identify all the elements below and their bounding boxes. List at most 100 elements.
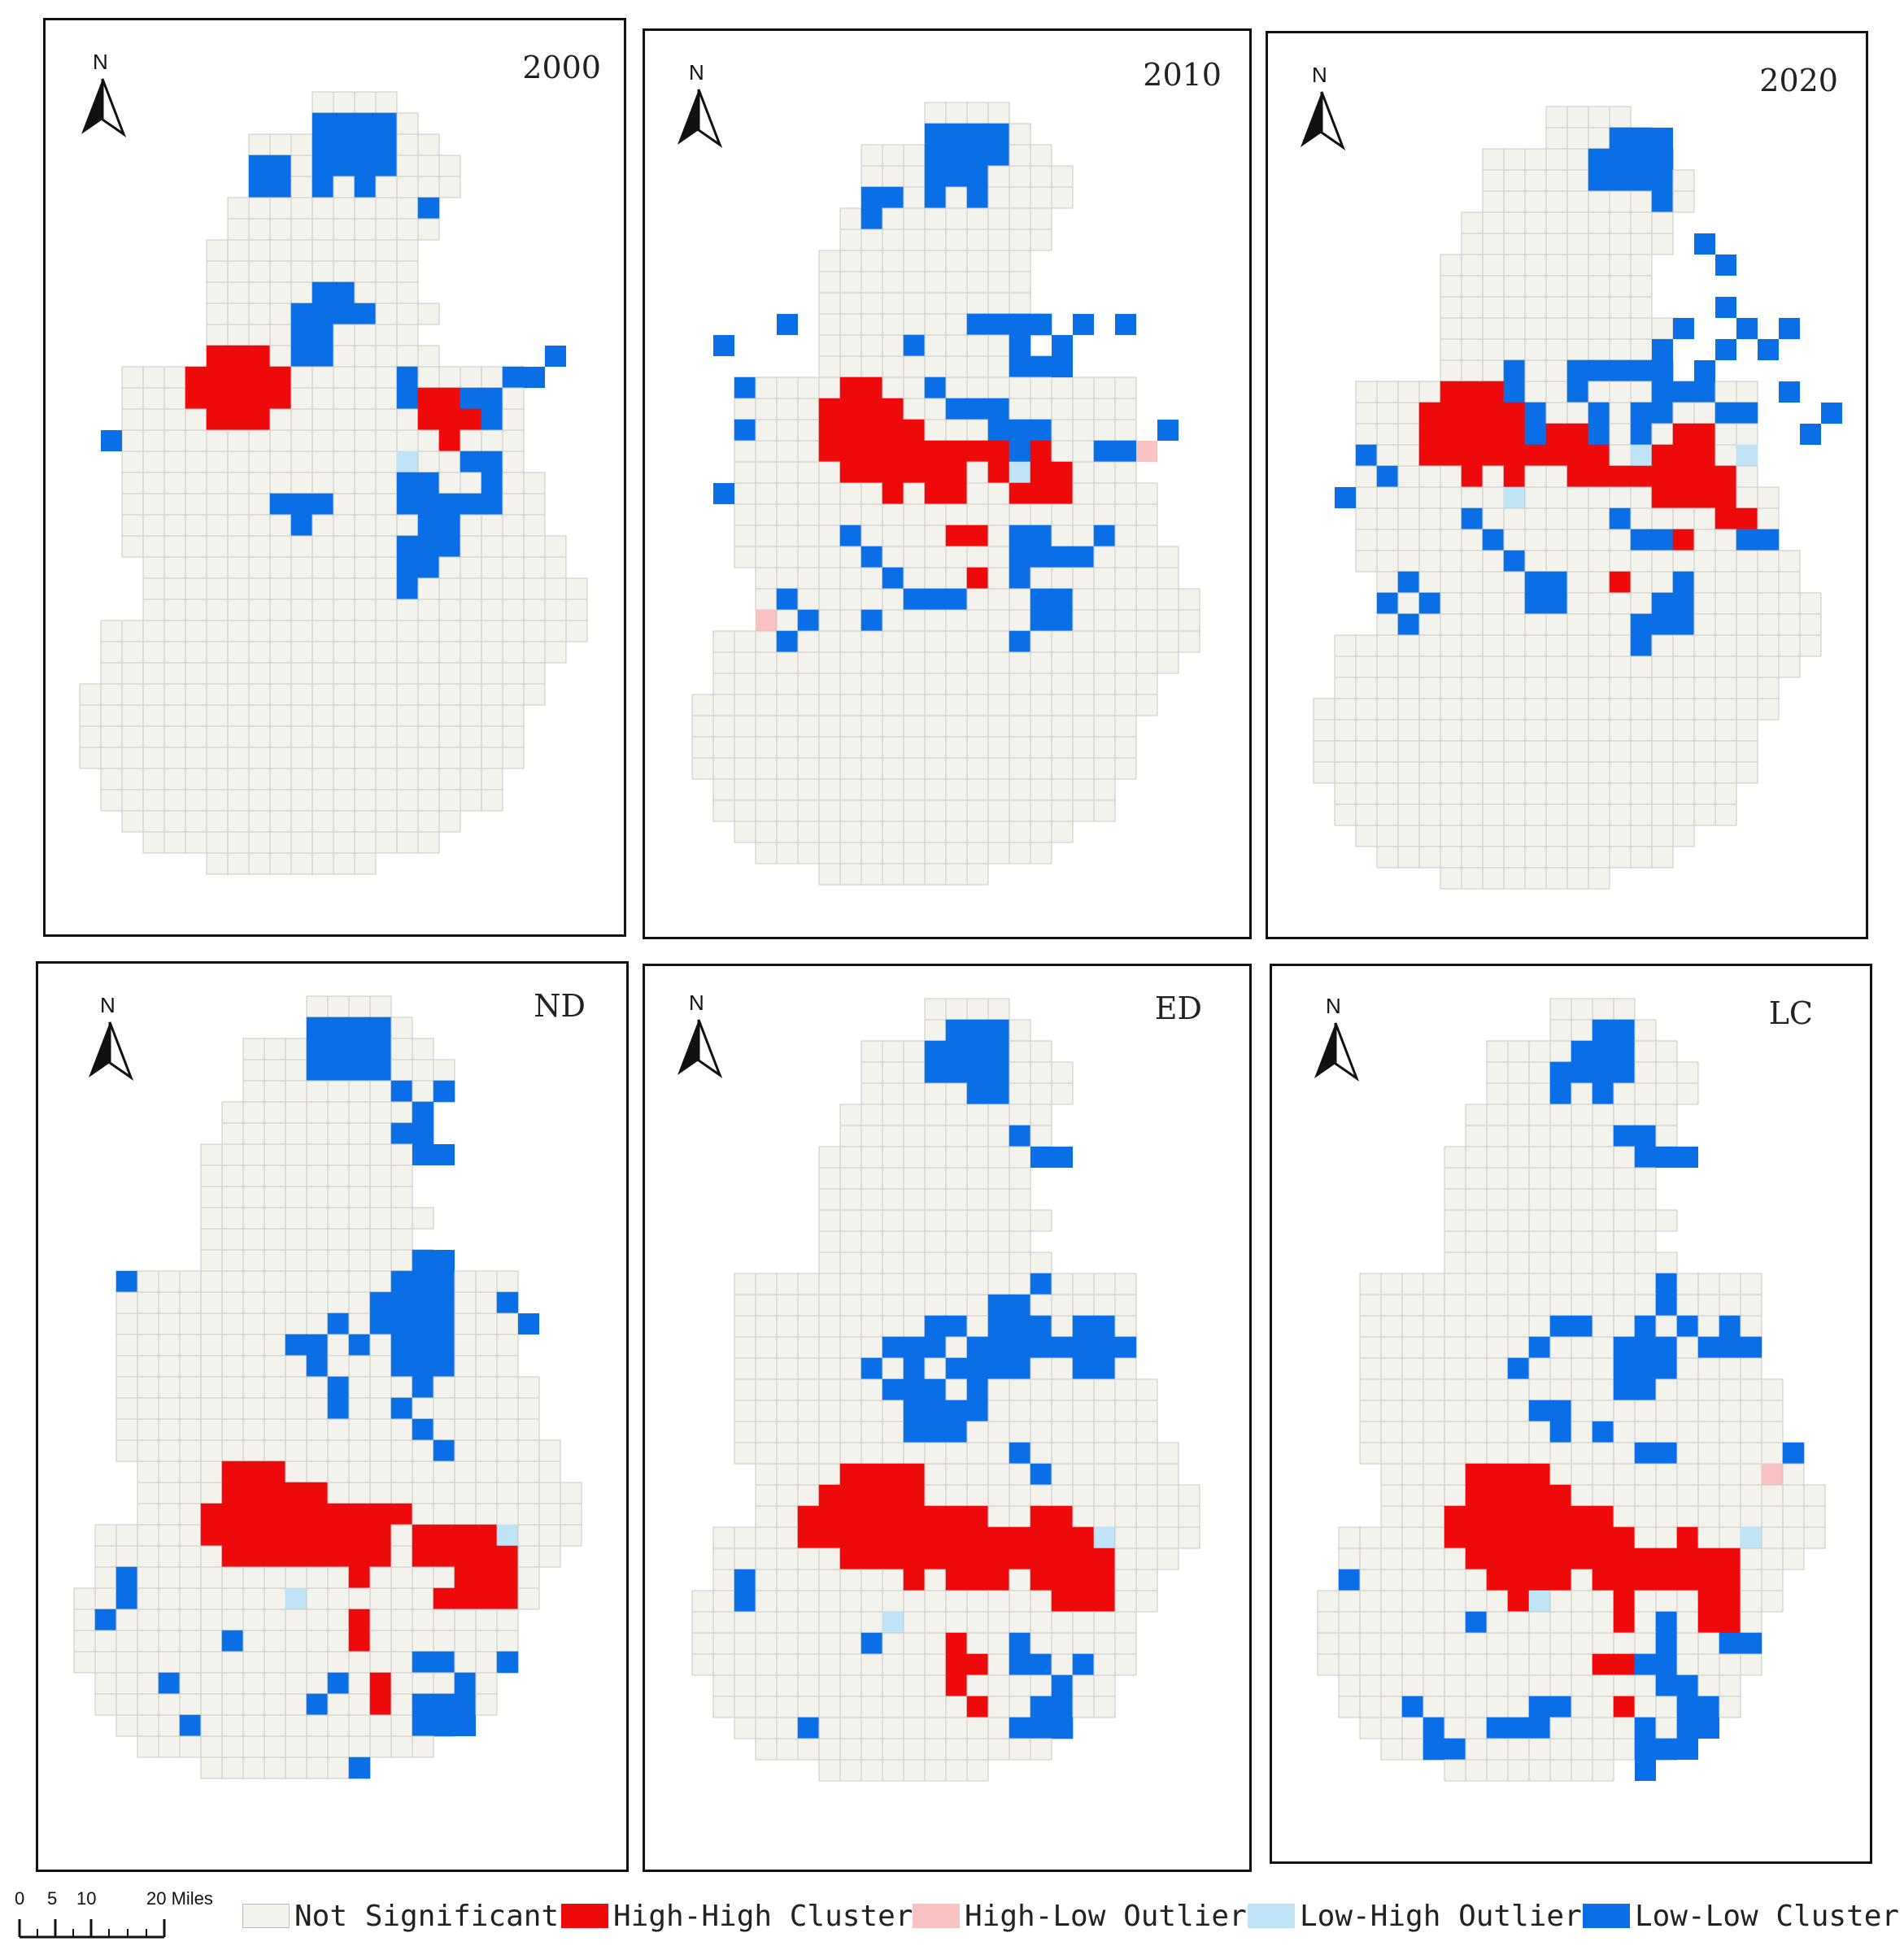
not-significant-cell [818,1653,841,1676]
not-significant-cell [142,429,165,452]
high-high-cell [1465,1526,1488,1549]
not-significant-cell [734,1400,756,1422]
not-significant-cell [1588,486,1610,509]
not-significant-cell [1545,719,1568,742]
not-significant-cell [369,1609,392,1631]
high-high-cell [1613,1611,1636,1634]
not-significant-cell [285,1059,307,1082]
not-significant-cell [412,1609,434,1631]
low-low-cell [327,1672,350,1695]
not-significant-cell [142,472,165,494]
not-significant-cell [185,620,207,642]
not-significant-cell [797,482,820,505]
not-significant-cell [1507,1209,1530,1232]
high-high-cell [1051,1590,1074,1613]
low-low-cell [966,1378,989,1401]
not-significant-cell [454,1376,477,1399]
not-significant-cell [1359,1336,1382,1359]
not-significant-cell [248,662,271,685]
not-significant-cell [839,863,862,886]
not-significant-cell [312,683,334,706]
not-significant-cell [306,1439,329,1462]
not-significant-cell [433,1059,455,1082]
low-high-cell [396,451,419,473]
not-significant-cell [1714,761,1737,784]
not-significant-cell [1376,698,1399,720]
not-significant-cell [818,1378,841,1401]
low-low-cell [327,1017,350,1039]
not-significant-cell [1697,1294,1720,1317]
not-significant-cell [348,1397,371,1420]
not-significant-cell [115,1630,138,1652]
not-significant-cell [1376,381,1399,403]
not-significant-cell [312,599,334,621]
not-significant-cell [1009,1484,1031,1507]
not-significant-cell [1545,211,1568,234]
not-significant-cell [354,810,377,833]
not-significant-cell [734,1357,756,1380]
high-high-cell [839,1505,862,1528]
not-significant-cell [1423,1548,1445,1570]
not-significant-cell [1093,1632,1116,1655]
legend-label-high-low: High-Low Outlier [965,1899,1247,1933]
not-significant-cell [755,482,778,505]
not-significant-cell [755,1505,778,1528]
not-significant-cell [475,1693,498,1716]
not-significant-cell [1482,296,1505,319]
not-significant-cell [861,1590,883,1613]
not-significant-cell [417,831,440,854]
not-significant-cell [987,567,1010,590]
not-significant-cell [290,704,313,727]
not-significant-cell [1672,825,1695,847]
low-low-cell [1673,318,1694,339]
not-significant-cell [1503,867,1526,890]
not-significant-cell [1613,1400,1636,1422]
not-significant-cell [839,778,862,801]
not-significant-cell [755,778,778,801]
not-significant-cell [1380,1569,1403,1591]
not-significant-cell [200,1651,223,1674]
not-significant-cell [755,1738,778,1761]
not-significant-cell [142,662,165,685]
not-significant-cell [987,1125,1010,1147]
not-significant-cell [1630,719,1653,742]
not-significant-cell [1397,698,1420,720]
not-significant-cell [1655,1082,1678,1105]
not-significant-cell [1634,1104,1657,1126]
not-significant-cell [1482,867,1505,890]
not-significant-cell [1571,1252,1593,1274]
not-significant-cell [1030,757,1052,780]
not-significant-cell [1566,254,1589,276]
not-significant-cell [285,1418,307,1441]
high-high-cell [390,1503,413,1526]
not-significant-cell [1401,1611,1424,1634]
not-significant-cell [966,250,989,272]
panel-label-2010: 2010 [1143,57,1222,93]
not-significant-cell [1714,803,1737,826]
low-low-cell [412,1355,434,1378]
not-significant-cell [903,842,926,864]
not-significant-cell [861,1400,883,1422]
not-significant-cell [481,747,503,769]
not-significant-cell [1093,461,1116,484]
not-significant-cell [1571,1717,1593,1739]
not-significant-cell [1444,1590,1466,1613]
not-significant-cell [966,1125,989,1147]
high-high-cell [242,1503,265,1526]
not-significant-cell [924,1146,947,1169]
not-significant-cell [1588,275,1610,298]
not-significant-cell [1566,211,1589,234]
not-significant-cell [1697,1357,1720,1380]
not-significant-cell [734,1653,756,1676]
not-significant-cell [354,747,377,769]
not-significant-cell [945,1590,968,1613]
not-significant-cell [1566,803,1589,826]
not-significant-cell [818,588,841,611]
not-significant-cell [1524,296,1547,319]
not-significant-cell [248,514,271,537]
not-significant-cell [306,1291,329,1314]
not-significant-cell [115,1397,138,1420]
not-significant-cell [1757,507,1780,530]
not-significant-cell [1030,1421,1052,1443]
not-significant-cell [882,609,904,632]
